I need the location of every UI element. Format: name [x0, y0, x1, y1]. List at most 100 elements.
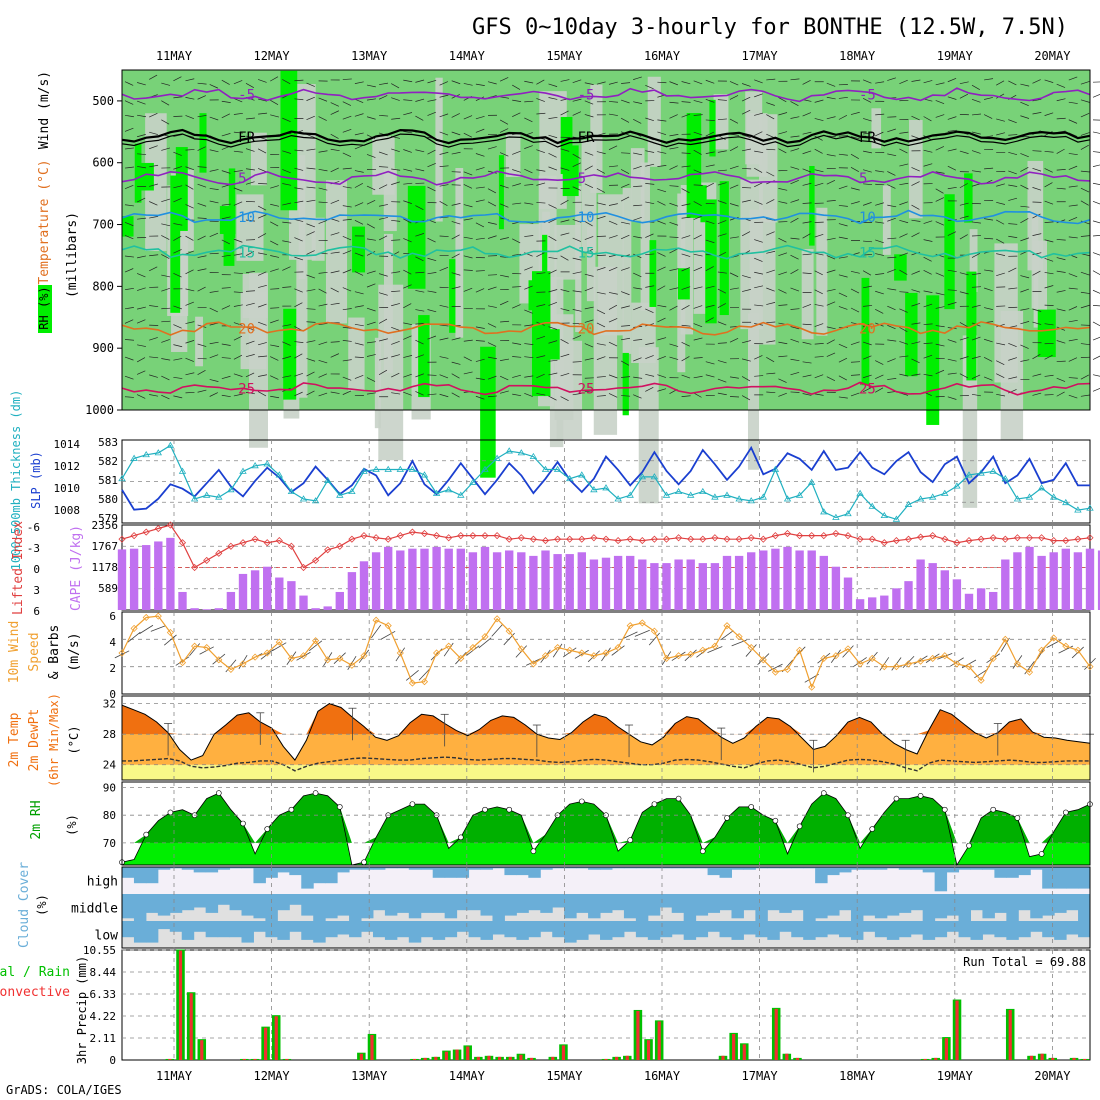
cloud-bar [994, 867, 1007, 878]
wind-barb [657, 188, 667, 193]
wind-barb [318, 303, 328, 307]
rh-dark-patch [1037, 309, 1056, 358]
wind-barb [826, 237, 836, 241]
wind-barb [318, 373, 327, 378]
wind-barb [1032, 213, 1041, 219]
wind-barb [257, 391, 267, 397]
wind-speed-marker [590, 652, 598, 660]
cloud-bar [229, 921, 243, 938]
cloud-bar [1066, 894, 1079, 911]
cloud-bar [611, 921, 625, 938]
wind-barb [245, 251, 255, 256]
wind-barb-10m [381, 630, 396, 640]
panel-frame [121, 69, 1091, 411]
wind-barb [487, 170, 497, 174]
wind-barb [717, 150, 727, 153]
wind-barb [1056, 308, 1066, 312]
cloud-bar [922, 921, 936, 940]
wind-barb [705, 239, 715, 244]
thickness-marker [154, 449, 163, 456]
precip-convective-bar [742, 1044, 746, 1060]
wind-barb [560, 308, 570, 312]
wind-barb [463, 115, 473, 120]
rh-light-patch [505, 132, 521, 177]
wind-barb [657, 388, 667, 392]
cape-bar [686, 559, 695, 610]
cloud-bar [349, 921, 362, 938]
cloud-bar [934, 921, 948, 938]
wind-speed-marker [178, 659, 187, 667]
thickness-marker [928, 493, 937, 500]
lifted-index-marker [554, 535, 562, 543]
wind-barb [1068, 319, 1078, 323]
lifted-index-marker [299, 563, 308, 572]
wind-barb [439, 113, 449, 118]
wind-barb [984, 78, 994, 81]
wind-barb [608, 220, 618, 225]
wind-barb [645, 253, 655, 256]
cloud-bar [791, 867, 804, 869]
y-tick-label: 1000 [85, 403, 114, 417]
cloud-bar [265, 867, 278, 878]
wind-barb [136, 394, 146, 399]
wind-barb [475, 340, 485, 342]
wind-barb [899, 148, 908, 154]
cloud-bar [432, 921, 446, 940]
wind-barb [838, 357, 848, 363]
cloud-bar [958, 867, 971, 870]
panel-frame [121, 781, 1091, 866]
precip-convective-bar [274, 1016, 278, 1060]
wind-barb [330, 167, 339, 173]
wind-barb [330, 148, 340, 152]
cloud-bar [994, 894, 1007, 913]
wind-barb [415, 391, 424, 396]
wind-barb [681, 152, 691, 154]
cloud-bar [157, 867, 171, 870]
rh-marker [941, 806, 948, 813]
wind-barb [233, 238, 243, 243]
wind-barb [729, 165, 739, 170]
wind-barb [318, 359, 328, 364]
wind-barb [221, 375, 231, 380]
wind-barb [875, 183, 885, 186]
rh-dark-patch [709, 99, 716, 157]
wind-barb [790, 180, 799, 185]
wind-barb [391, 290, 401, 292]
lifted-index-marker [541, 537, 550, 545]
thickness-marker [190, 495, 199, 502]
thickness-marker [747, 497, 755, 504]
wind-barb [233, 272, 243, 274]
wind-barb [729, 236, 739, 239]
wind-barb [572, 219, 582, 223]
wind-barb [693, 201, 702, 206]
cloud-bar [970, 921, 983, 940]
ylabel-wind10m: 10m Wind [7, 621, 22, 684]
rh-dark-patch [894, 254, 907, 281]
wind-barb [850, 374, 861, 376]
wind-barb [354, 113, 364, 117]
wind-barb [354, 252, 364, 257]
wind-barb [560, 255, 569, 261]
isotherm-line [121, 381, 1091, 396]
wind-barb [282, 117, 291, 122]
cloud-bar [504, 867, 517, 876]
wind-barb [596, 187, 605, 193]
precip-convective-bar [732, 1033, 736, 1060]
cloud-bar [839, 894, 852, 911]
cloud-bar [1078, 894, 1091, 921]
rh-light-patch [195, 316, 203, 367]
wind-speed-marker [953, 660, 961, 668]
cape-bar [747, 552, 756, 610]
wind-barb [330, 199, 340, 204]
cape-bar [831, 566, 841, 610]
rh-dark-patch [449, 259, 456, 333]
cloud-bar [372, 921, 386, 938]
wind-barb [729, 396, 740, 398]
thickness-marker [1025, 493, 1034, 500]
wind-barb [1032, 373, 1042, 377]
rh-light-patch [249, 272, 268, 448]
wind-barb [306, 148, 316, 151]
wind-speed-marker [1050, 634, 1058, 642]
rh-light-patch [586, 227, 596, 302]
